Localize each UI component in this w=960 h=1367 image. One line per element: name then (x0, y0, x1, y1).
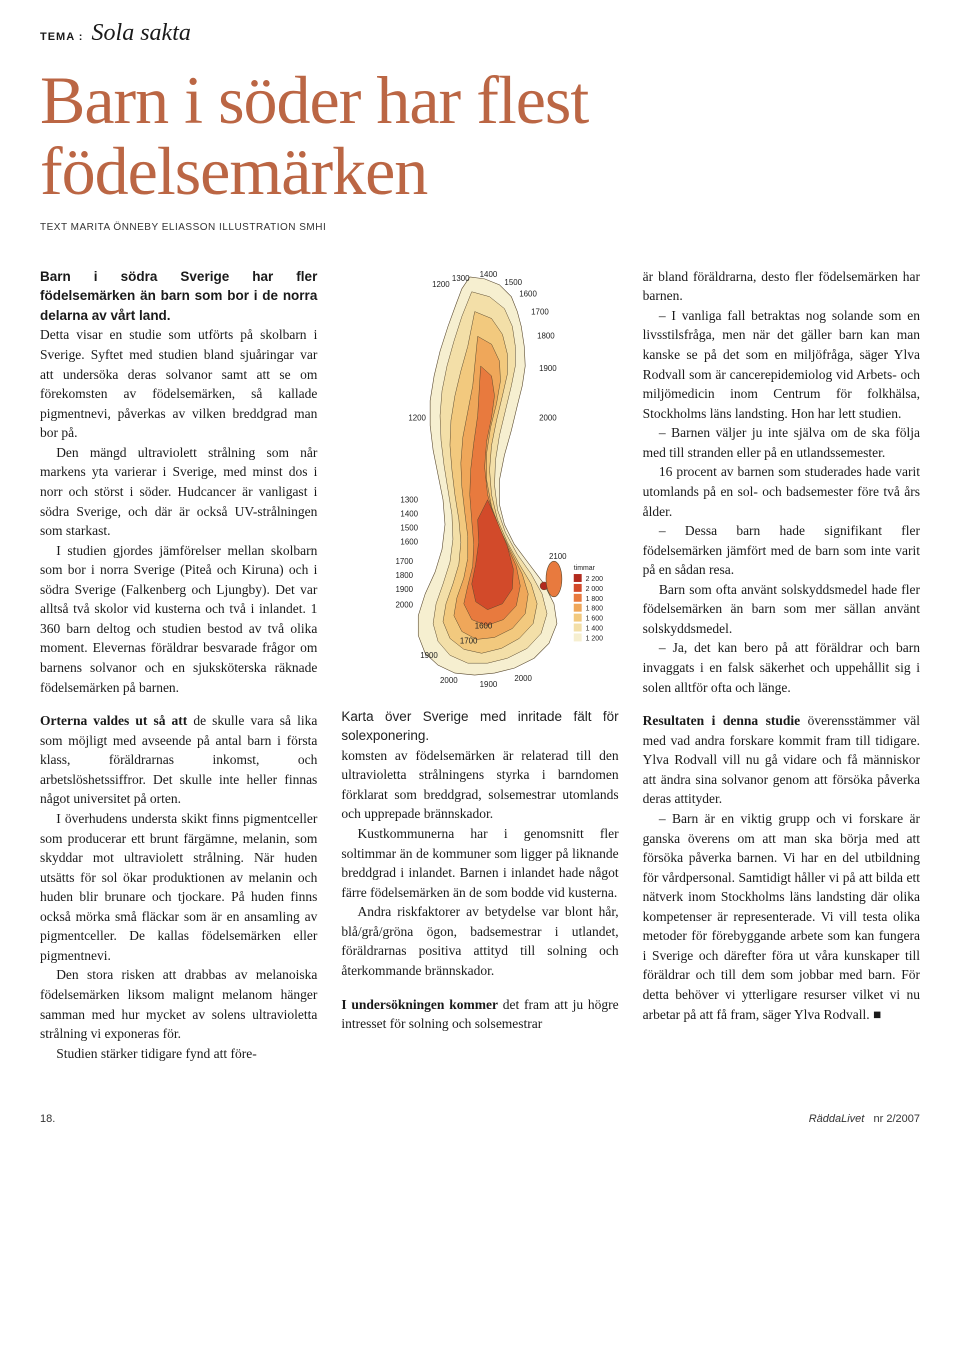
legend-title: timmar (574, 565, 596, 572)
map-label: 2000 (396, 600, 414, 609)
svg-text:1 200: 1 200 (586, 635, 603, 642)
col1-lead2: Orterna valdes ut så att (40, 713, 187, 728)
article-columns: Barn i södra Sverige har fler födelsemär… (40, 267, 920, 1064)
map-label: 1500 (401, 523, 419, 532)
col3-lead: Resultaten i denna studie (643, 713, 800, 728)
legend-row: 1 200 (574, 633, 603, 642)
sweden-map-wrap: 1200 1300 1400 1500 1600 1700 1800 1900 … (341, 267, 618, 693)
map-label: 1800 (537, 331, 555, 340)
col3-p6: Barn som ofta använt solskyddsmedel hade… (643, 580, 920, 639)
footer: 18. RäddaLivet nr 2/2007 (40, 1113, 920, 1125)
col3-p9: – Barn är en viktig grupp och vi forskar… (643, 809, 920, 1024)
tema-prefix: TEMA : (40, 31, 83, 43)
issue-label: nr 2/2007 (874, 1113, 920, 1125)
svg-text:2 000: 2 000 (586, 586, 603, 593)
magazine-name: RäddaLivet (809, 1113, 865, 1125)
map-label: 1700 (531, 307, 549, 316)
byline: TEXT MARITA ÖNNEBY ELIASSON ILLUSTRATION… (40, 222, 920, 233)
col1-p5: I överhudens understa skikt finns pigmen… (40, 809, 317, 966)
col2-p3: Andra riskfaktorer av betydelse var blon… (341, 902, 618, 980)
map-label: 1400 (401, 509, 419, 518)
column-1: Barn i södra Sverige har fler födelsemär… (40, 267, 317, 1064)
map-legend: timmar 2 200 2 000 1 800 1 800 1 600 1 4… (574, 565, 603, 642)
map-label: 2100 (549, 552, 567, 561)
map-label: 1600 (475, 621, 493, 630)
footer-right: RäddaLivet nr 2/2007 (809, 1113, 920, 1125)
intro: Barn i södra Sverige har fler födelsemär… (40, 267, 317, 326)
map-label: 1400 (480, 270, 498, 279)
map-label: 1300 (452, 274, 470, 283)
legend-row: 2 200 (574, 574, 603, 583)
col3-p5: – Dessa barn hade signifikant fler födel… (643, 521, 920, 580)
map-label: 1700 (460, 636, 478, 645)
col2-p1: komsten av födelsemärken är relaterad ti… (341, 746, 618, 824)
map-label: 1600 (401, 537, 419, 546)
legend-row: 1 400 (574, 623, 603, 632)
col3-p4: 16 procent av barnen som studerades hade… (643, 462, 920, 521)
map-label: 1200 (409, 413, 427, 422)
col1-p2: Den mängd ultraviolett strålning som når… (40, 443, 317, 541)
map-label: 2000 (515, 674, 533, 683)
col1-p3: I studien gjordes jämförelser mellan sko… (40, 541, 317, 698)
sweden-map: 1200 1300 1400 1500 1600 1700 1800 1900 … (341, 267, 618, 693)
map-label: 1500 (505, 278, 523, 287)
col1-p1: Detta visar en studie som utförts på sko… (40, 325, 317, 442)
svg-text:1 800: 1 800 (586, 596, 603, 603)
map-label: 1700 (396, 557, 414, 566)
column-2: 1200 1300 1400 1500 1600 1700 1800 1900 … (341, 267, 618, 1064)
col1-p4: Orterna valdes ut så att de skulle vara … (40, 711, 317, 809)
map-caption: Karta över Sverige med inritade fält för… (341, 707, 618, 746)
svg-text:1 800: 1 800 (586, 605, 603, 612)
map-label: 2000 (539, 413, 557, 422)
col2-p2: Kustkommunerna har i genomsnitt fler sol… (341, 824, 618, 902)
col3-p3: – Barnen väljer ju inte själva om de ska… (643, 423, 920, 462)
map-label: 1800 (396, 571, 414, 580)
map-label: 1900 (480, 680, 498, 689)
map-label: 1600 (520, 289, 538, 298)
map-gotland (546, 561, 562, 597)
map-label: 1200 (432, 280, 450, 289)
col3-p8: Resultaten i denna studie överensstämmer… (643, 711, 920, 809)
svg-text:1 600: 1 600 (586, 615, 603, 622)
col3-p1: är bland föräldrarna, desto fler födelse… (643, 267, 920, 306)
col2-p4: I undersökningen kommer det fram att ju … (341, 995, 618, 1034)
map-label: 1900 (421, 651, 439, 660)
map-label: 1900 (396, 585, 414, 594)
tema-theme: Sola sakta (92, 20, 191, 46)
page-number: 18. (40, 1113, 55, 1125)
tema-line: TEMA : Sola sakta (40, 20, 920, 47)
legend-row: 2 000 (574, 584, 603, 593)
col1-p7: Studien stärker tidigare fynd att före- (40, 1044, 317, 1064)
legend-row: 1 800 (574, 604, 603, 613)
svg-text:1 400: 1 400 (586, 625, 603, 632)
column-3: är bland föräldrarna, desto fler födelse… (643, 267, 920, 1064)
col3-p7: – Ja, det kan bero på att föräldrar och … (643, 638, 920, 697)
legend-row: 1 600 (574, 613, 603, 622)
svg-text:2 200: 2 200 (586, 576, 603, 583)
col1-p6: Den stora risken att drabbas av melanois… (40, 965, 317, 1043)
map-label: 1900 (539, 364, 557, 373)
map-label: 2000 (440, 676, 458, 685)
legend-row: 1 800 (574, 594, 603, 603)
headline: Barn i söder har flest födelsemärken (40, 65, 920, 208)
col3-p2: – I vanliga fall betraktas nog solande s… (643, 306, 920, 423)
map-label: 1300 (401, 496, 419, 505)
col2-lead: I undersökningen kommer (341, 997, 498, 1012)
